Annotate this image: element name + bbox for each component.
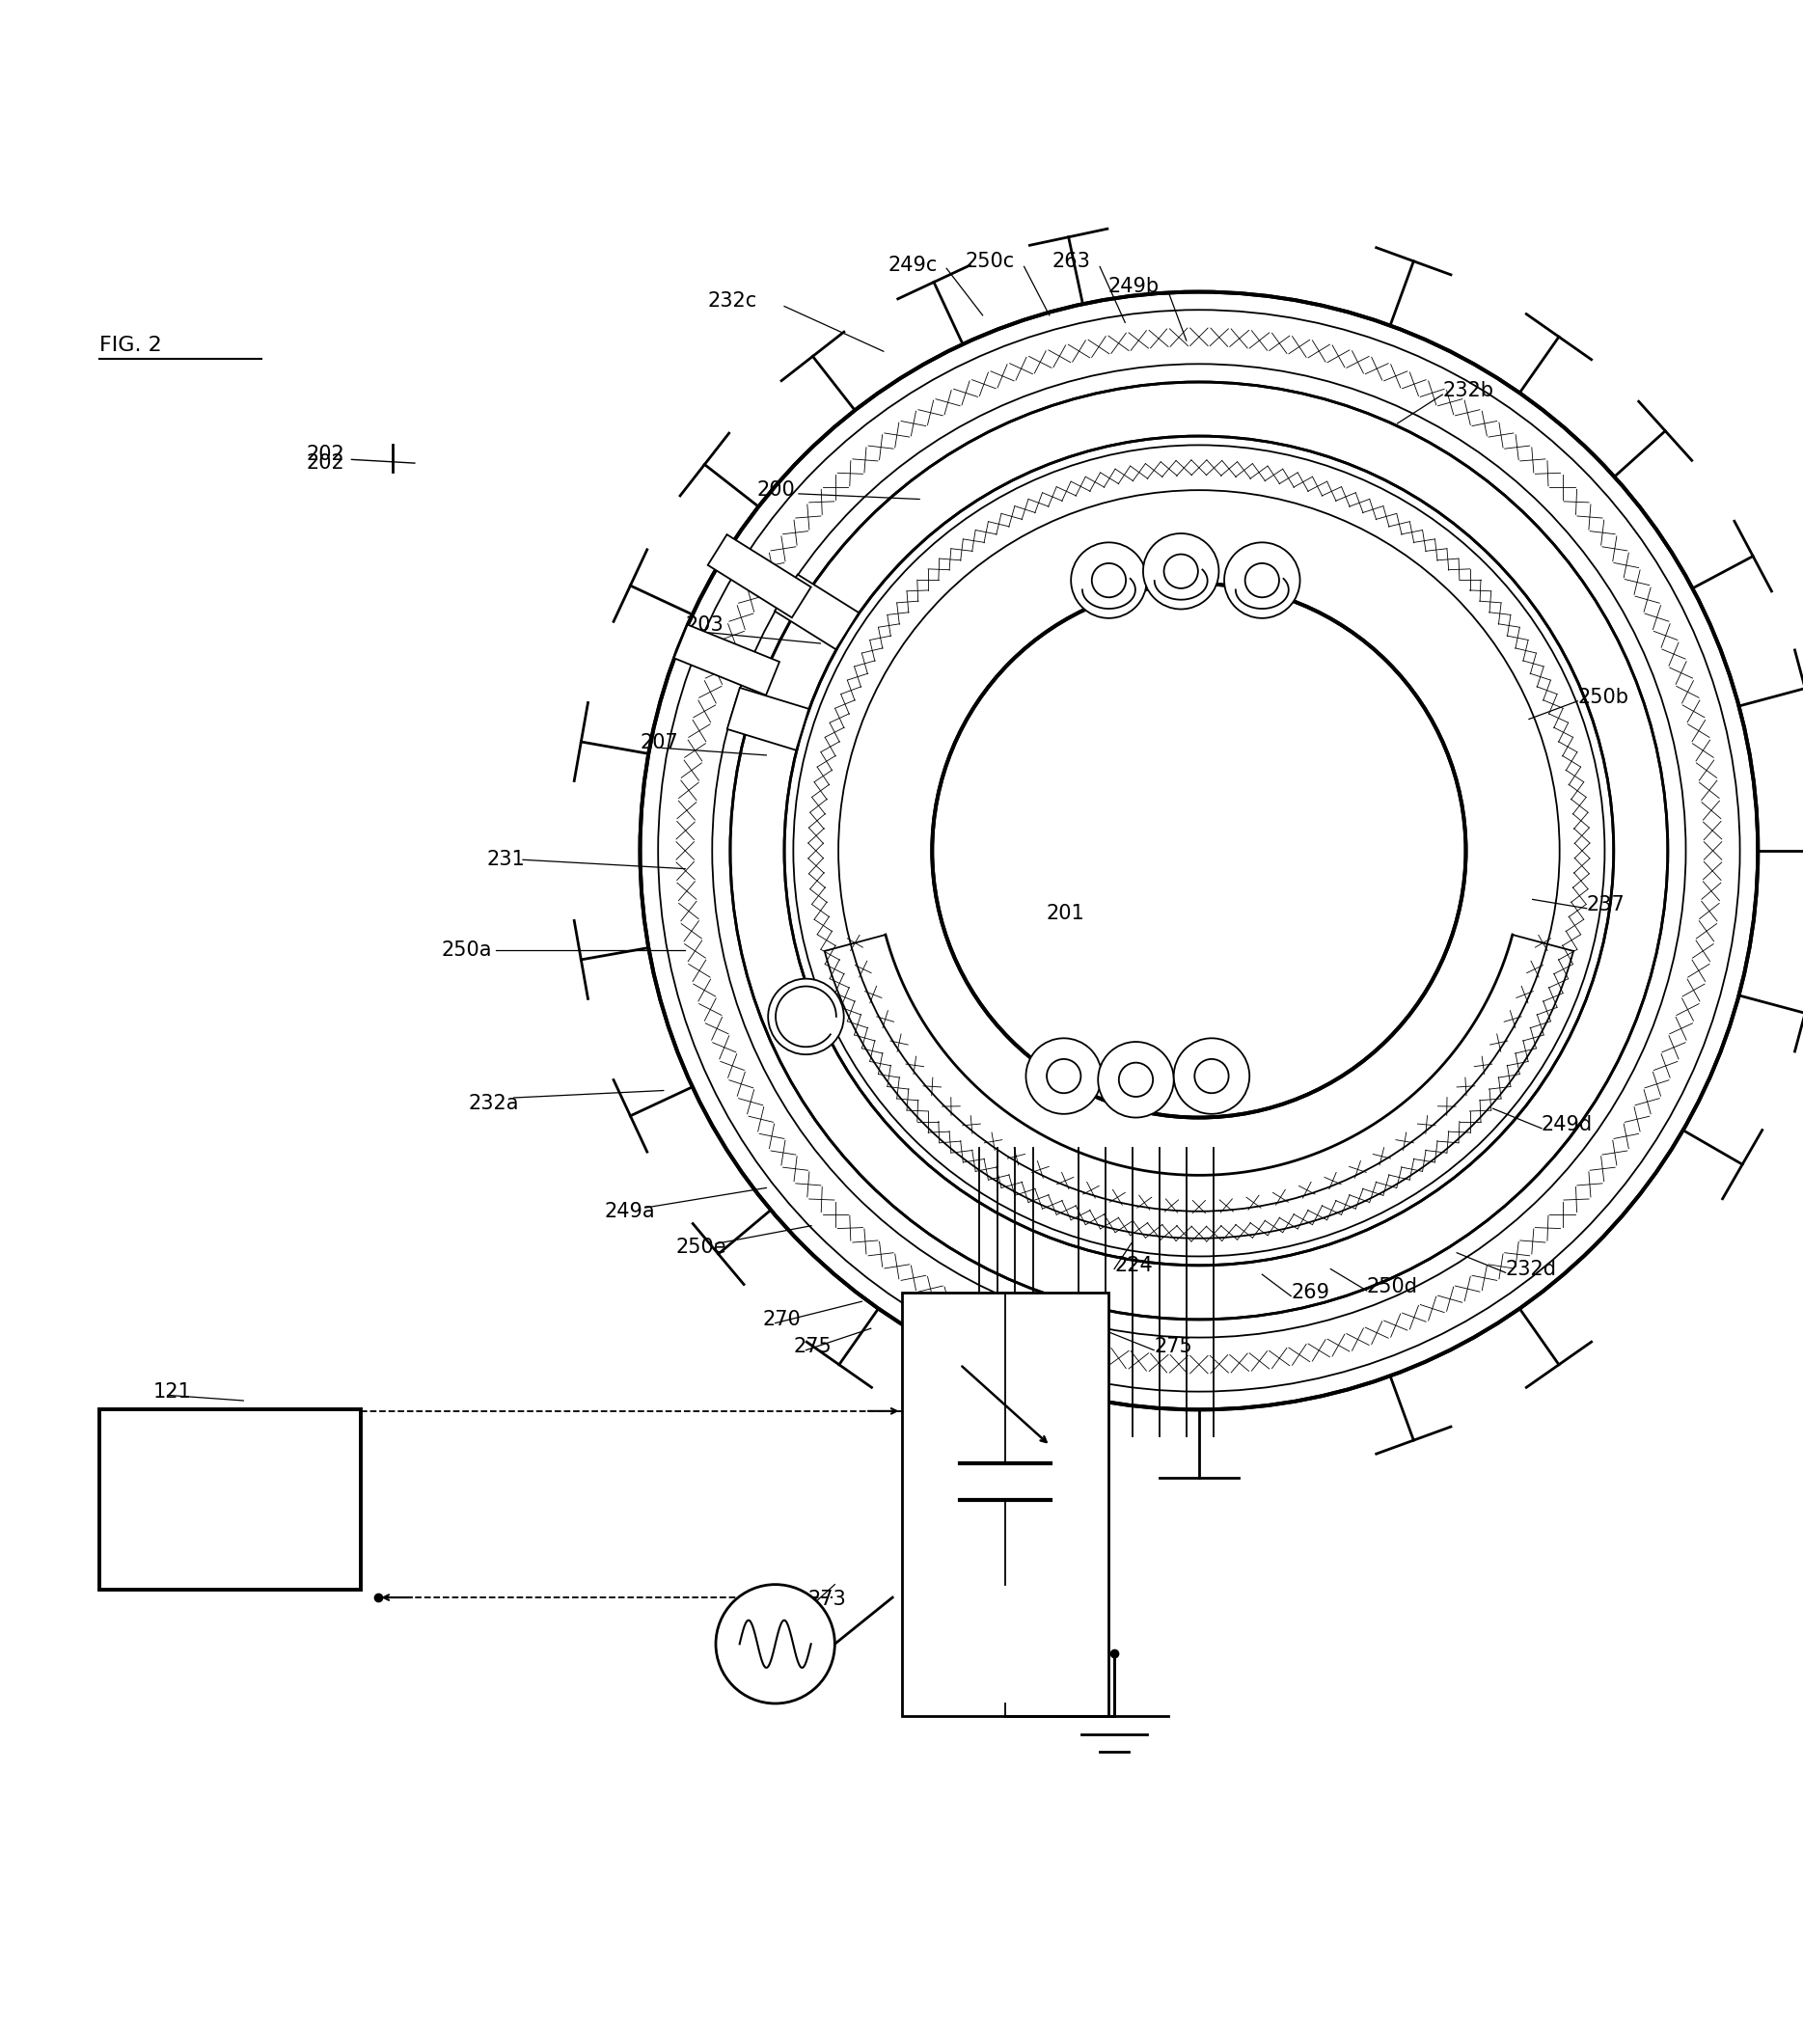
Circle shape (1143, 533, 1219, 609)
Circle shape (1098, 1042, 1174, 1118)
Text: 237: 237 (1587, 895, 1625, 914)
Text: 224: 224 (1114, 1255, 1152, 1275)
Text: 250c: 250c (966, 251, 1015, 272)
Text: 272: 272 (1037, 1382, 1075, 1402)
Text: 250b: 250b (1578, 689, 1628, 707)
Text: 232c: 232c (709, 290, 757, 311)
Circle shape (1120, 1063, 1152, 1098)
Text: 270: 270 (763, 1310, 801, 1329)
Bar (902, 1292, 1109, 1717)
Circle shape (640, 292, 1758, 1410)
Text: 273: 273 (808, 1590, 846, 1609)
Polygon shape (674, 625, 779, 695)
Circle shape (716, 1584, 835, 1703)
Text: 269: 269 (1291, 1284, 1329, 1302)
Text: 200: 200 (757, 480, 795, 501)
Text: 202: 202 (307, 454, 344, 472)
Circle shape (730, 382, 1668, 1320)
Text: 121: 121 (153, 1382, 191, 1402)
Bar (99, 1410, 361, 1590)
Text: 202: 202 (307, 444, 344, 464)
Circle shape (1093, 564, 1125, 597)
Text: 249d: 249d (1542, 1116, 1592, 1134)
Text: 231: 231 (487, 850, 525, 869)
Text: 207: 207 (640, 734, 678, 752)
Text: 250a: 250a (442, 940, 492, 959)
Circle shape (784, 435, 1614, 1265)
Text: 232b: 232b (1442, 382, 1493, 401)
Circle shape (1246, 564, 1278, 597)
Text: 250e: 250e (676, 1239, 727, 1257)
Polygon shape (775, 574, 858, 650)
Polygon shape (709, 533, 811, 617)
Circle shape (768, 979, 844, 1055)
Circle shape (932, 585, 1466, 1118)
Circle shape (1026, 1038, 1102, 1114)
Circle shape (1071, 542, 1147, 617)
Text: FIG. 2: FIG. 2 (99, 335, 162, 356)
Text: 249b: 249b (1109, 276, 1159, 296)
Circle shape (1165, 554, 1197, 589)
Text: 249a: 249a (604, 1202, 654, 1220)
Circle shape (1174, 1038, 1249, 1114)
Text: 232a: 232a (469, 1094, 519, 1112)
Text: 263: 263 (1053, 251, 1091, 272)
Text: 232d: 232d (1506, 1259, 1556, 1280)
Text: 250d: 250d (1367, 1278, 1417, 1296)
Text: 203: 203 (685, 615, 723, 636)
Circle shape (1048, 1059, 1080, 1094)
Text: 275: 275 (1154, 1337, 1192, 1355)
Text: 275: 275 (793, 1337, 831, 1355)
Text: 249c: 249c (889, 256, 938, 274)
Polygon shape (727, 687, 810, 750)
Text: 201: 201 (1046, 903, 1084, 924)
Circle shape (1195, 1059, 1228, 1094)
Circle shape (1224, 542, 1300, 617)
